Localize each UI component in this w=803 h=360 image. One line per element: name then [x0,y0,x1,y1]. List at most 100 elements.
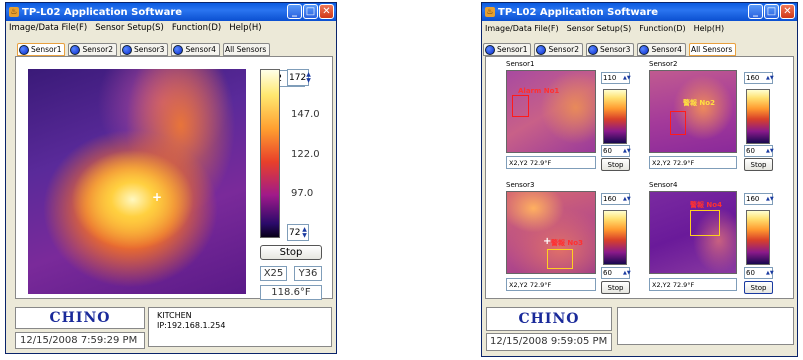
spinner-up-down-icon[interactable]: ▲▼ [306,70,311,84]
sensor2-stop-button[interactable]: Stop [744,158,773,171]
all-sensors-pane: Sensor1 Alarm No1 110 ▲▼ 60 ▲▼ X2,Y2 72.9°… [485,56,794,299]
window-title: TP-L02 Application Software [498,6,659,18]
logo-box: CHINO [486,307,612,331]
thermal-image[interactable]: + [28,69,246,294]
info-box: KITCHEN IP:192.168.1.254 [148,307,332,347]
sensor3-stop-button[interactable]: Stop [601,281,630,294]
menu-image-data-file[interactable]: Image/Data File(F) [9,23,88,33]
datetime: 12/15/2008 7:59:29 PM [20,335,138,346]
sensor2-thermal-image[interactable]: 警報 No2 [649,70,737,153]
tab-sensor4[interactable]: Sensor4 [637,43,686,56]
alarm-label-2: 警報 No2 [683,99,715,107]
alarm-region-2 [670,111,686,135]
right-title-bar[interactable]: ♨ TP-L02 Application Software _ □ ✕ [482,3,797,21]
minimize-icon[interactable]: _ [287,4,302,19]
sensor-status-icon [536,44,547,55]
sensor2-max-spinner[interactable]: 160 ▲▼ [744,72,774,84]
alarm-region-1 [512,95,529,117]
sensor2-color-scale [746,89,770,144]
tab-sensor1[interactable]: Sensor1 [483,43,532,56]
scale-tick: 122.0 [291,149,320,160]
tab-all-sensors[interactable]: All Sensors [688,43,737,56]
sensor1-min-spinner[interactable]: 60 ▲▼ [601,145,631,157]
sensor1-label: Sensor1 [506,60,535,68]
menu-function[interactable]: Function(D) [639,23,686,33]
menu-image-data-file[interactable]: Image/Data File(F) [485,23,559,33]
spinner-up-down-icon[interactable]: ▲▼ [766,270,774,276]
menu-function[interactable]: Function(D) [171,23,222,33]
maximize-icon[interactable]: □ [764,4,779,19]
right-menu-bar: Image/Data File(F) Sensor Setup(S) Funct… [482,21,797,35]
datetime-box: 12/15/2008 7:59:29 PM [15,332,145,349]
menu-sensor-setup[interactable]: Sensor Setup(S) [95,23,164,33]
location-label: KITCHEN [157,311,192,320]
datetime: 12/15/2008 9:59:05 PM [490,336,608,347]
tab-sensor3[interactable]: Sensor3 [119,43,169,56]
sensor4-min-spinner[interactable]: 60 ▲▼ [744,267,774,279]
x-coordinate: X25 [260,266,287,281]
app-icon: ♨ [485,7,495,17]
sensor-status-icon [485,44,495,55]
spinner-up-down-icon[interactable]: ▲▼ [766,148,774,154]
scale-min-spinner[interactable]: 72 ▲ ▼ [287,224,309,241]
tab-sensor3[interactable]: Sensor3 [585,43,635,56]
sensor4-max-spinner[interactable]: 160 ▲▼ [744,193,774,205]
alarm-region-3 [547,249,573,269]
spinner-up-down-icon[interactable]: ▲▼ [302,225,307,239]
stop-button[interactable]: Stop [260,245,322,260]
sensor3-label: Sensor3 [506,181,535,189]
sensor-view-pane: + 172▲▼ 172▲▼ 147.0 122.0 97.0 72▲▼ Stop… [15,56,333,300]
menu-help[interactable]: Help(H) [229,23,262,33]
close-icon[interactable]: ✕ [319,4,334,19]
scale-max-spinner-box[interactable]: 172 ▲ ▼ [287,69,311,86]
spinner-up-down-icon[interactable]: ▲▼ [623,270,631,276]
left-menu-bar: Image/Data File(F) Sensor Setup(S) Funct… [6,21,336,35]
chino-logo: CHINO [518,311,580,327]
tab-sensor2[interactable]: Sensor2 [534,43,583,56]
sensor1-max-spinner[interactable]: 110 ▲▼ [601,72,631,84]
crosshair-marker: + [543,236,552,247]
window-title: TP-L02 Application Software [22,6,183,18]
sensor-status-icon [121,44,132,55]
spinner-up-down-icon[interactable]: ▲▼ [766,196,774,202]
sensor-status-icon [173,44,184,55]
sensor3-min-spinner[interactable]: 60 ▲▼ [601,267,631,279]
sensor1-stop-button[interactable]: Stop [601,158,630,171]
sensor-status-icon [587,44,598,55]
sensor3-thermal-image[interactable]: + 警報 No3 [506,191,596,274]
close-icon[interactable]: ✕ [780,4,795,19]
sensor2-readout: X2,Y2 72.9°F [649,156,737,169]
sensor4-label: Sensor4 [649,181,678,189]
chino-logo: CHINO [49,310,111,326]
sensor4-stop-button[interactable]: Stop [744,281,773,294]
spinner-up-down-icon[interactable]: ▲▼ [623,196,631,202]
tab-all-sensors[interactable]: All Sensors [222,43,271,56]
alarm-label-1: Alarm No1 [518,87,560,95]
menu-sensor-setup[interactable]: Sensor Setup(S) [566,23,632,33]
spinner-up-down-icon[interactable]: ▲▼ [766,75,774,81]
tab-sensor4[interactable]: Sensor4 [171,43,220,56]
left-app-window: ♨ TP-L02 Application Software _ □ ✕ Imag… [5,2,337,354]
sensor4-readout: X2,Y2 72.9°F [649,278,737,291]
sensor1-color-scale [603,89,627,144]
left-title-bar[interactable]: ♨ TP-L02 Application Software _ □ ✕ [6,3,336,21]
spinner-up-down-icon[interactable]: ▲▼ [623,148,631,154]
datetime-box: 12/15/2008 9:59:05 PM [486,333,612,351]
sensor4-thermal-image[interactable]: 警報 No4 [649,191,737,274]
menu-help[interactable]: Help(H) [693,23,725,33]
tab-sensor2[interactable]: Sensor2 [68,43,117,56]
minimize-icon[interactable]: _ [748,4,763,19]
right-app-window: ♨ TP-L02 Application Software _ □ ✕ Imag… [481,2,798,357]
scale-tick: 147.0 [291,109,320,120]
tab-sensor1[interactable]: Sensor1 [17,43,66,56]
sensor1-thermal-image[interactable]: Alarm No1 [506,70,596,153]
maximize-icon[interactable]: □ [303,4,318,19]
sensor-status-icon [639,44,650,55]
sensor2-min-spinner[interactable]: 60 ▲▼ [744,145,774,157]
sensor3-max-spinner[interactable]: 160 ▲▼ [601,193,631,205]
logo-box: CHINO [15,307,145,329]
spinner-up-down-icon[interactable]: ▲▼ [623,75,631,81]
scale-tick: 97.0 [291,188,314,199]
color-scale-bar [260,69,280,238]
right-sensor-tabs: Sensor1 Sensor2 Sensor3 Sensor4 All Sens… [483,43,737,56]
